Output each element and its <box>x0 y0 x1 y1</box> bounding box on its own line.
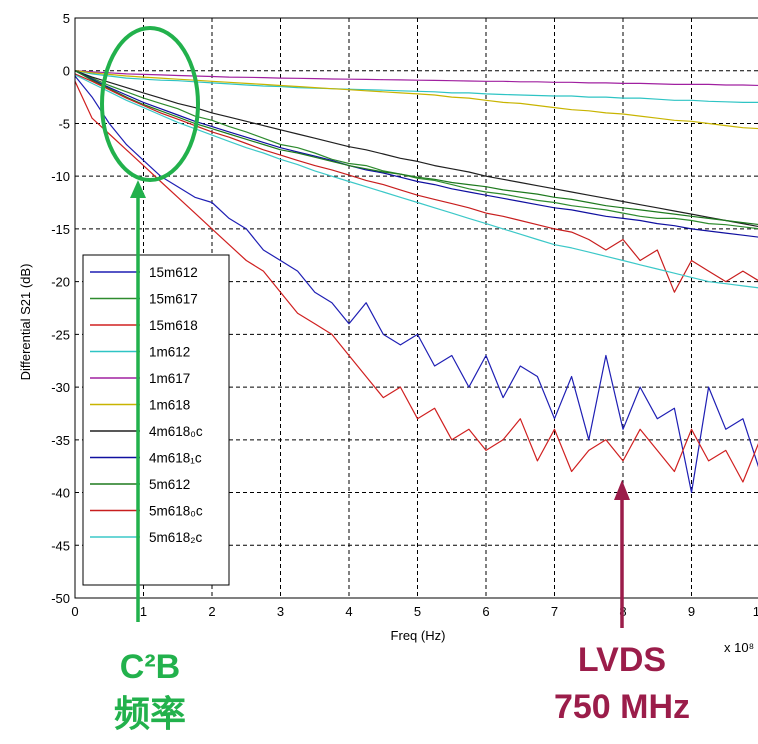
lvds-label: LVDS <box>578 641 666 679</box>
y-tick-label: -20 <box>51 275 70 290</box>
x-tick-label: 1 <box>140 604 147 619</box>
c2b-ellipse <box>100 26 200 182</box>
y-tick-label: 0 <box>63 64 70 79</box>
lvds-arrow-head <box>614 480 630 500</box>
legend-label: 5m618₂c <box>149 530 203 545</box>
y-tick-label: -50 <box>51 591 70 606</box>
x-tick-label: 2 <box>208 604 215 619</box>
y-tick-labels: 5 0 -5 -10 -15 -20 -25 -30 -35 -40 -45 -50 <box>51 11 70 606</box>
x-tick-label: 0 <box>71 604 78 619</box>
y-tick-label: -35 <box>51 433 70 448</box>
x-tick-label: 4 <box>345 604 352 619</box>
series-line-1m612 <box>74 70 758 104</box>
c2b-freq-label: 频率 <box>114 694 186 735</box>
legend-box <box>82 254 230 586</box>
x-tick-label: 7 <box>551 604 558 619</box>
x-tick-label: 5 <box>414 604 421 619</box>
legend-label: 4m618₁c <box>149 451 202 466</box>
y-tick-label: -45 <box>51 538 70 553</box>
x-axis-label: Freq (Hz) <box>391 628 446 643</box>
y-tick-label: -30 <box>51 380 70 395</box>
series-line-1m617 <box>74 70 758 87</box>
series-line-1m618 <box>74 70 758 130</box>
series-line-4m618c <box>74 70 758 228</box>
x-tick-label: 9 <box>688 604 695 619</box>
series-line-5m618c <box>74 73 758 293</box>
legend-label: 15m612 <box>149 265 198 280</box>
series-line-15m617 <box>74 70 758 230</box>
legend-label: 15m618 <box>149 318 198 333</box>
legend-label: 4m618₀c <box>149 424 203 439</box>
series-line-15m612 <box>74 75 758 494</box>
y-tick-label: 5 <box>63 11 70 26</box>
series-line-4m618c <box>74 70 758 238</box>
legend-label: 1m618 <box>149 398 190 413</box>
plot-frame <box>74 17 758 599</box>
y-tick-label: -5 <box>58 116 70 131</box>
series-line-5m612 <box>74 70 758 226</box>
x-tick-label: 3 <box>277 604 284 619</box>
legend-label: 5m612 <box>149 477 190 492</box>
legend-label: 1m617 <box>149 371 190 386</box>
y-axis-label: Differential S21 (dB) <box>18 264 33 381</box>
legend-label: 1m612 <box>149 345 190 360</box>
y-tick-label: -10 <box>51 169 70 184</box>
series-line-5m618c <box>74 74 758 289</box>
c2b-arrow-head <box>130 180 146 198</box>
x-tick-labels: 012345678910 <box>71 604 758 619</box>
y-tick-label: -25 <box>51 327 70 342</box>
c2b-label: C²B <box>120 648 180 686</box>
legend-label: 5m618₀c <box>149 504 203 519</box>
y-tick-label: -15 <box>51 222 70 237</box>
legend-label: 15m617 <box>149 292 198 307</box>
legend: 15m612 15m617 15m618 1m612 1m617 1m618 4m618₀c… <box>82 254 230 586</box>
x-tick-label: 6 <box>482 604 489 619</box>
x-axis-multiplier: x 10⁸ <box>724 640 754 655</box>
series-line-15m618 <box>74 81 758 483</box>
series-layer <box>74 70 758 494</box>
lvds-freq-label: 750 MHz <box>554 688 690 726</box>
y-tick-label: -40 <box>51 486 70 501</box>
x-tick-label: 10 <box>753 604 758 619</box>
